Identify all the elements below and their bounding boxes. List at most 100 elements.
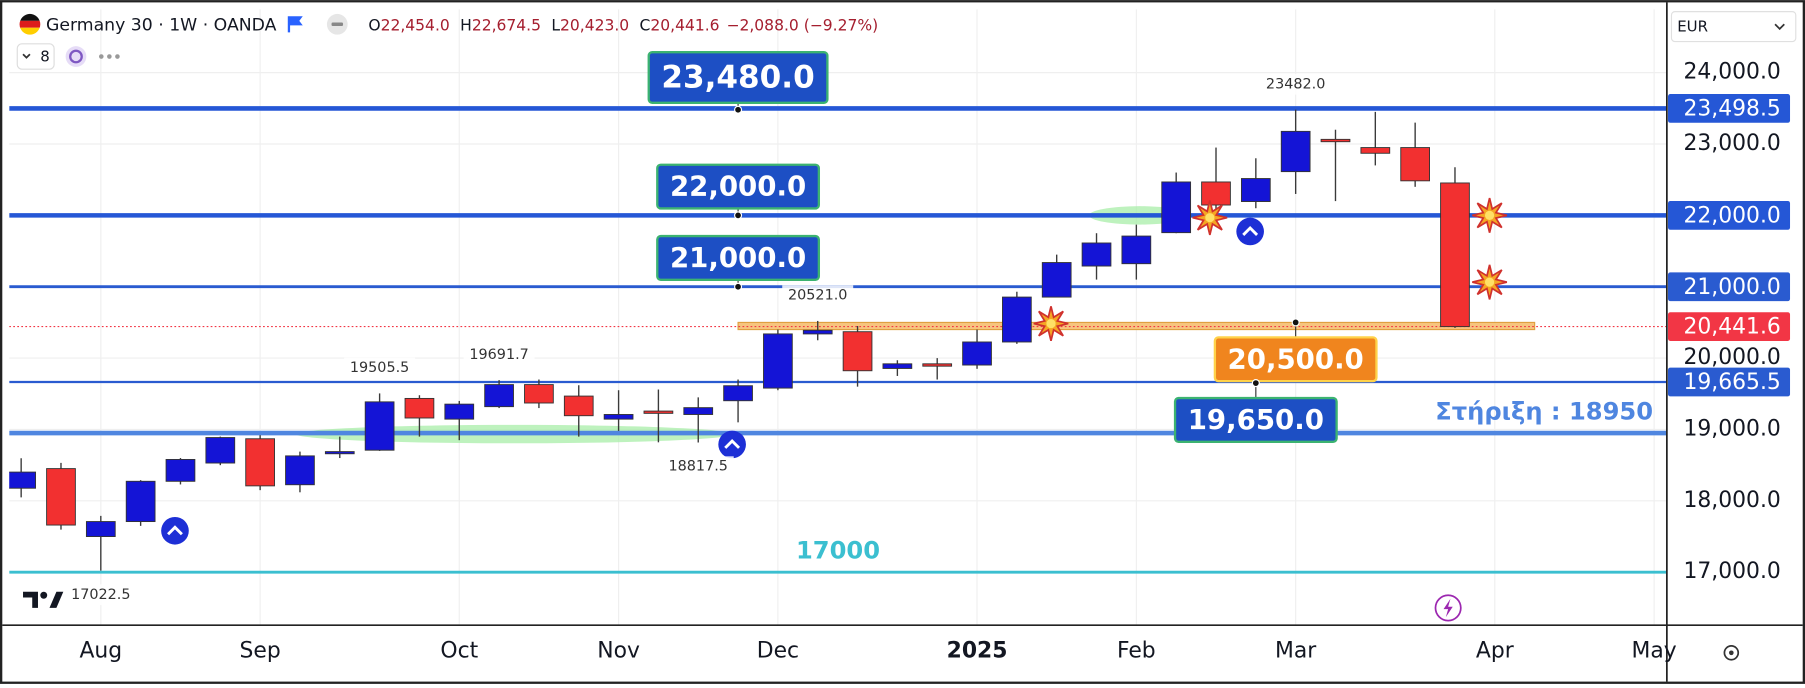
callout-label: 20,500.0 xyxy=(1228,342,1364,375)
price-tag-label: 23,498.5 xyxy=(1683,97,1780,122)
symbol: Germany 30 · 1W · OANDA xyxy=(46,15,277,35)
candle-body xyxy=(404,397,435,419)
candle-body xyxy=(683,407,714,415)
candle-body xyxy=(524,384,554,404)
price-label: 18817.5 xyxy=(669,459,728,475)
price-tag xyxy=(1668,312,1791,341)
price-label-bg xyxy=(65,584,137,606)
ohlc-value: 22,674.5 xyxy=(472,16,541,34)
callout-box xyxy=(656,163,821,210)
chevron xyxy=(1774,23,1785,31)
logo xyxy=(23,591,64,608)
callout-pin xyxy=(1251,379,1260,388)
change: −2,088.0 (−9.27%) xyxy=(726,16,878,34)
candle-body xyxy=(1081,242,1112,267)
y-tick-label: 20,000.0 xyxy=(1683,345,1780,370)
price-label: 17022.5 xyxy=(71,587,130,603)
callout-box xyxy=(1213,336,1378,383)
y-tick-label: 19,000.0 xyxy=(1683,416,1780,441)
burst-icon xyxy=(1484,210,1495,220)
callout-label: 21,000.0 xyxy=(670,241,806,274)
price-label-bg xyxy=(344,357,416,379)
candle-body xyxy=(1280,130,1311,173)
price-label: 19505.5 xyxy=(350,360,409,376)
price-label-bg xyxy=(782,285,854,306)
x-tick-label: Aug xyxy=(79,639,122,664)
signal-icon xyxy=(161,516,189,545)
candle-body xyxy=(1201,181,1231,206)
callout-box xyxy=(656,234,821,281)
y-tick-label: 24,000.0 xyxy=(1683,60,1780,85)
candle-body xyxy=(1041,262,1072,298)
candle-body xyxy=(643,410,674,414)
candle-body xyxy=(85,521,116,537)
price-tag xyxy=(1668,367,1791,397)
sync-icon[interactable] xyxy=(65,46,87,67)
candle-body xyxy=(1360,147,1391,154)
header: Germany 30 · 1W · OANDA O22,454.0 H22,674… xyxy=(16,13,878,70)
level-note: 17000 xyxy=(796,537,880,565)
currency-select[interactable] xyxy=(1670,11,1797,43)
chevron xyxy=(22,53,31,59)
ohlc: O22,454.0 H22,674.5 L20,423.0 C20,441.6 −2,0… xyxy=(368,16,878,34)
candle-body xyxy=(285,455,315,486)
price-label: 20521.0 xyxy=(788,288,847,304)
callout-label: 19,650.0 xyxy=(1188,403,1324,436)
ohlc-key: C xyxy=(640,16,651,34)
candle-body xyxy=(922,363,953,367)
price-label-bg xyxy=(463,344,535,366)
x-tick-label: Oct xyxy=(440,639,478,664)
price-tag-label: 21,000.0 xyxy=(1683,275,1780,300)
flag-icon xyxy=(287,16,303,33)
price-tag xyxy=(1668,94,1791,123)
price-tag xyxy=(1668,200,1791,230)
x-tick-label: 2025 xyxy=(947,639,1008,664)
signal-icon xyxy=(1242,226,1259,236)
price-label-bg xyxy=(662,456,734,478)
candle-body xyxy=(1002,296,1032,343)
x-tick-label: Dec xyxy=(757,639,799,664)
candle-body xyxy=(1320,138,1351,143)
burst-icon xyxy=(1205,213,1215,223)
callout-label: 23,480.0 xyxy=(661,60,814,96)
candle-body xyxy=(444,403,475,420)
candle-body xyxy=(125,480,156,523)
indicator-count: 8 xyxy=(40,48,50,66)
ohlc-key: H xyxy=(460,16,472,34)
candle-body xyxy=(603,414,634,420)
price-label-bg xyxy=(1260,73,1332,95)
candle-body xyxy=(46,468,76,526)
candle-body xyxy=(245,438,275,487)
signal-icon xyxy=(724,438,741,449)
candle-body xyxy=(1400,147,1430,182)
ohlc-value: 20,441.6 xyxy=(650,16,719,34)
burst-icon xyxy=(1484,277,1495,287)
candle-body xyxy=(165,458,196,482)
currency: EUR xyxy=(1677,18,1708,36)
x-tick-label: Nov xyxy=(597,639,640,664)
callout-box xyxy=(647,51,829,104)
x-tick-label: Sep xyxy=(240,639,281,664)
y-tick-label: 18,000.0 xyxy=(1683,488,1780,513)
price-tag-label: 19,665.5 xyxy=(1683,370,1780,395)
price-tag-label: 22,000.0 xyxy=(1683,204,1780,229)
settings-icon[interactable] xyxy=(1723,645,1740,661)
markers xyxy=(161,197,1508,545)
level-note: Στήριξη : 18950 xyxy=(1435,397,1653,425)
candle-body xyxy=(1440,182,1470,328)
price-tag-label: 20,441.6 xyxy=(1683,315,1780,340)
candle-body xyxy=(484,384,514,408)
indicator-toggle[interactable] xyxy=(16,43,55,70)
y-tick-label: 17,000.0 xyxy=(1683,559,1780,584)
ohlc-key: L xyxy=(551,16,560,34)
candle-body xyxy=(364,401,395,451)
flag xyxy=(19,13,41,35)
x-tick-label: Mar xyxy=(1275,639,1316,664)
callout-label: 22,000.0 xyxy=(670,170,806,203)
x-tick-label: May xyxy=(1632,639,1677,664)
axes: 17,000.0 18,000.0 19,000.0 20,000.0 21,000.0… xyxy=(79,60,1791,664)
candle-body xyxy=(763,333,793,389)
candle-body xyxy=(882,363,913,369)
